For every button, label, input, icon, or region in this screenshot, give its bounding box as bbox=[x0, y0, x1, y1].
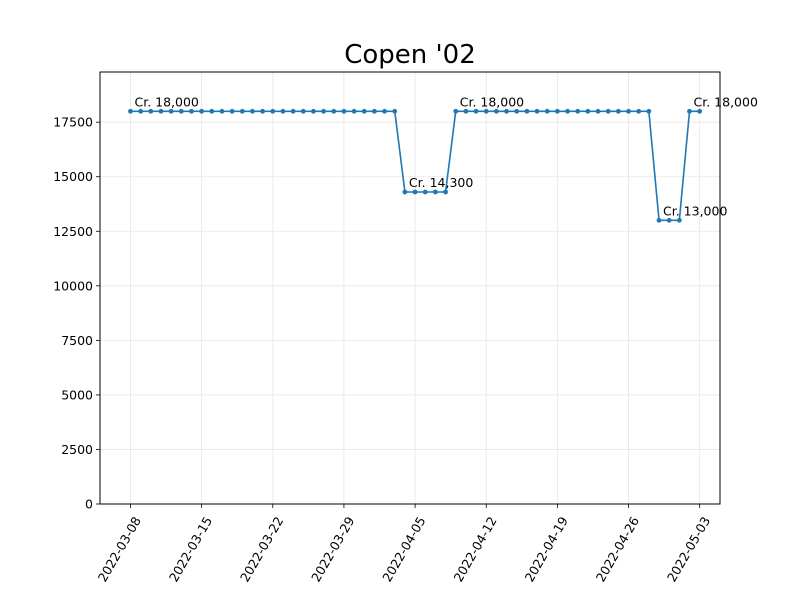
data-point bbox=[676, 217, 682, 223]
data-point bbox=[270, 108, 276, 114]
data-point bbox=[412, 189, 418, 195]
data-point bbox=[148, 108, 154, 114]
data-point bbox=[595, 108, 601, 114]
data-point bbox=[351, 108, 357, 114]
data-point bbox=[453, 108, 459, 114]
data-point bbox=[331, 108, 337, 114]
data-point bbox=[260, 108, 266, 114]
data-point bbox=[656, 217, 662, 223]
data-point bbox=[514, 108, 520, 114]
data-point bbox=[372, 108, 377, 114]
x-tick-label: 2022-04-19 bbox=[522, 514, 571, 584]
data-point bbox=[128, 108, 133, 114]
data-point bbox=[646, 108, 652, 114]
data-label: Cr. 13,000 bbox=[663, 203, 727, 218]
x-tick-label: 2022-04-12 bbox=[450, 514, 499, 584]
data-point bbox=[666, 217, 672, 223]
axes: 2022-03-08 2022-03-15 2022-03-22 2022-03-29… bbox=[53, 115, 713, 585]
x-tick-label: 2022-03-15 bbox=[166, 514, 215, 584]
x-tick-label: 2022-03-22 bbox=[237, 514, 286, 584]
data-point bbox=[697, 108, 703, 114]
y-tick-label: 15000 bbox=[53, 169, 93, 184]
data-point bbox=[483, 108, 489, 114]
data-point bbox=[219, 108, 225, 114]
y-tick-label: 12500 bbox=[53, 224, 93, 239]
data-point bbox=[209, 108, 215, 114]
data-point bbox=[443, 189, 448, 195]
data-point bbox=[422, 189, 428, 195]
data-point bbox=[463, 108, 469, 114]
data-point bbox=[493, 108, 499, 114]
data-point bbox=[544, 108, 550, 114]
data-point bbox=[382, 108, 387, 114]
data-point bbox=[524, 108, 530, 114]
data-point bbox=[138, 108, 144, 114]
data-point bbox=[199, 108, 205, 114]
data-point bbox=[341, 108, 347, 114]
x-tick-label: 2022-04-05 bbox=[379, 514, 428, 584]
data-point bbox=[575, 108, 581, 114]
data-point bbox=[565, 108, 570, 114]
data-label: Cr. 14,300 bbox=[409, 175, 473, 190]
data-point bbox=[402, 189, 408, 195]
data-point bbox=[300, 108, 306, 114]
data-point bbox=[473, 108, 479, 114]
x-tick-label: 2022-04-26 bbox=[593, 514, 642, 584]
data-point bbox=[290, 108, 296, 114]
data-point bbox=[554, 108, 560, 114]
y-tick-label: 0 bbox=[85, 497, 93, 512]
y-tick-label: 5000 bbox=[61, 387, 93, 402]
data-point bbox=[321, 108, 327, 114]
data-point bbox=[585, 108, 591, 114]
data-point bbox=[239, 108, 245, 114]
data-point bbox=[280, 108, 286, 114]
data-point bbox=[250, 108, 255, 114]
data-point bbox=[311, 108, 316, 114]
data-point bbox=[615, 108, 621, 114]
data-point bbox=[229, 108, 235, 114]
data-point bbox=[433, 189, 438, 195]
data-point bbox=[189, 108, 194, 114]
data-point bbox=[605, 108, 611, 114]
plot-frame bbox=[99, 71, 721, 505]
data-point bbox=[636, 108, 642, 114]
data-point bbox=[687, 108, 692, 114]
x-tick-label: 2022-03-29 bbox=[308, 514, 357, 584]
data-label: Cr. 18,000 bbox=[460, 94, 524, 109]
chart-title: Copen '02 bbox=[344, 40, 476, 70]
data-point bbox=[534, 108, 540, 114]
x-tick-label: 2022-05-03 bbox=[664, 514, 713, 584]
data-point bbox=[361, 108, 367, 114]
y-tick-label: 7500 bbox=[61, 333, 93, 348]
data-label: Cr. 18,000 bbox=[134, 94, 198, 109]
series bbox=[128, 108, 703, 223]
y-tick-label: 17500 bbox=[53, 115, 93, 130]
data-point bbox=[626, 108, 631, 114]
data-point bbox=[392, 108, 398, 114]
data-point bbox=[168, 108, 174, 114]
grid bbox=[100, 72, 720, 505]
x-tick-label: 2022-03-08 bbox=[95, 514, 144, 584]
y-tick-label: 2500 bbox=[61, 442, 93, 457]
data-point bbox=[178, 108, 184, 114]
data-point bbox=[504, 108, 509, 114]
data-point bbox=[158, 108, 164, 114]
y-tick-label: 10000 bbox=[53, 278, 93, 293]
data-label: Cr. 18,000 bbox=[694, 94, 758, 109]
annotations: Cr. 18,000 Cr. 14,300 Cr. 18,000 Cr. 13,000… bbox=[134, 94, 757, 218]
